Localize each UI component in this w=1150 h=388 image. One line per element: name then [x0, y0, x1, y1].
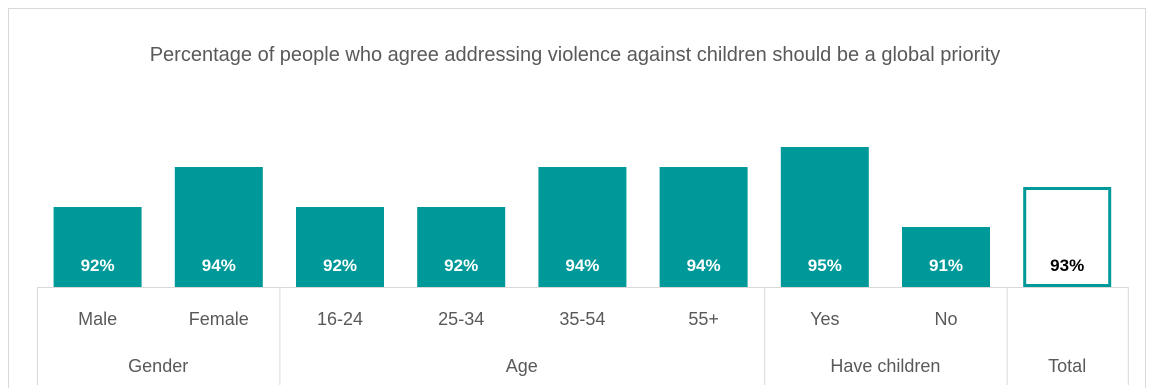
bar-female: [174, 167, 263, 287]
data-label: 92%: [444, 256, 478, 275]
category-label: 16-24: [317, 309, 363, 329]
group-label: Age: [506, 356, 538, 376]
data-label: 94%: [565, 256, 599, 275]
bar-55-: [659, 167, 748, 287]
data-label: 94%: [687, 256, 721, 275]
bar-25-34: [417, 207, 506, 287]
data-label: 92%: [81, 256, 115, 275]
bar-total: [1023, 187, 1112, 287]
group-label: Have children: [830, 356, 940, 376]
data-label: 92%: [323, 256, 357, 275]
category-label: Female: [189, 309, 249, 329]
bar-yes: [780, 147, 869, 287]
bar-16-24: [296, 207, 384, 287]
category-label: 55+: [688, 309, 719, 329]
data-label: 93%: [1050, 256, 1084, 275]
data-label: 95%: [808, 256, 842, 275]
bar-male: [53, 207, 142, 287]
data-label: 91%: [929, 256, 963, 275]
chart-title: Percentage of people who agree addressin…: [149, 44, 1001, 66]
bar-35-54: [538, 167, 627, 287]
category-label: Yes: [810, 309, 839, 329]
data-label: 94%: [202, 256, 236, 275]
category-label: Male: [78, 309, 117, 329]
group-label: Total: [1048, 356, 1086, 376]
category-label: No: [934, 309, 957, 329]
chart-frame: [8, 8, 1146, 388]
category-label: 35-54: [559, 309, 605, 329]
bar-no: [902, 227, 990, 287]
group-label: Gender: [128, 356, 188, 376]
category-label: 25-34: [438, 309, 484, 329]
